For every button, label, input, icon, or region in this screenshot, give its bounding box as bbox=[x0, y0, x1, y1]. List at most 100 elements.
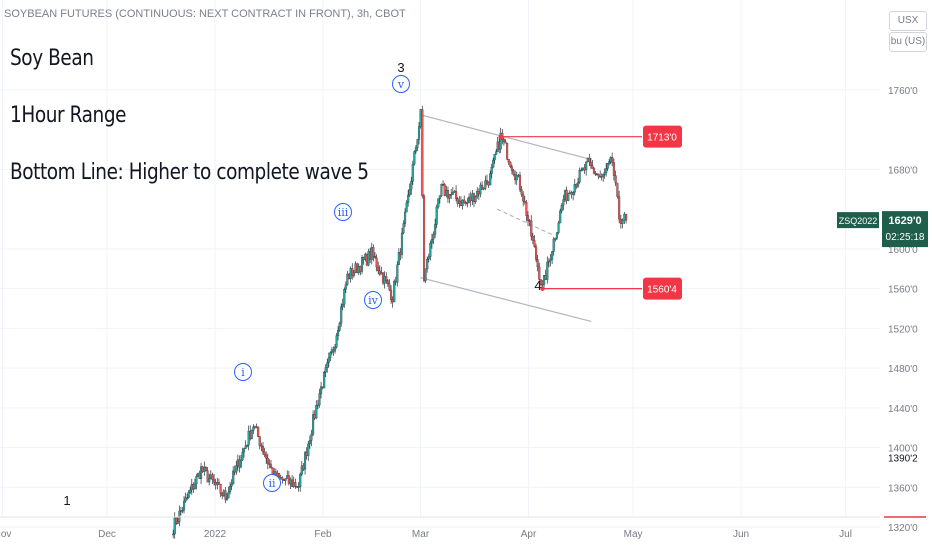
wave-label-iv: iv bbox=[368, 294, 379, 307]
high-callout-label: 1713'0 bbox=[647, 133, 677, 144]
candle-body bbox=[232, 470, 235, 485]
candle-body bbox=[625, 213, 628, 221]
high-callout-box bbox=[643, 125, 682, 148]
x-tick-label: May bbox=[624, 529, 643, 540]
candle-body bbox=[539, 279, 542, 285]
horizontal-price-lines: 1713'0 1560'4 bbox=[498, 125, 682, 300]
candle-body bbox=[541, 284, 544, 286]
y-tick-label: 1520'0 bbox=[888, 324, 918, 335]
candle-body bbox=[268, 463, 271, 465]
candle-body bbox=[335, 335, 338, 348]
candle-body bbox=[186, 497, 189, 499]
candle-body bbox=[200, 466, 203, 479]
candle-body bbox=[333, 346, 337, 352]
candle-body bbox=[605, 168, 608, 173]
candle-body bbox=[533, 240, 536, 247]
wave-circle-iv bbox=[364, 291, 382, 309]
candle-body bbox=[390, 289, 393, 300]
candle-body bbox=[474, 196, 477, 203]
candle-body bbox=[578, 170, 581, 183]
unit-button[interactable]: bu (US) bbox=[889, 32, 927, 52]
candle-body bbox=[294, 482, 297, 487]
candle-body bbox=[284, 478, 287, 481]
candle-body bbox=[372, 247, 375, 257]
candle-body bbox=[592, 168, 596, 174]
candle-body bbox=[492, 159, 495, 168]
candle-body bbox=[300, 465, 303, 475]
candle-body bbox=[530, 220, 533, 237]
candle-body bbox=[484, 180, 487, 189]
candle-body bbox=[619, 218, 622, 224]
candle-body bbox=[303, 452, 307, 470]
candle-body bbox=[525, 202, 528, 216]
x-tick-label: Mar bbox=[412, 529, 430, 540]
candle-body bbox=[560, 205, 563, 212]
candle-body bbox=[440, 183, 443, 196]
candle-body bbox=[557, 222, 560, 233]
candle-body bbox=[448, 194, 451, 199]
candle-body bbox=[396, 264, 399, 283]
candle-body bbox=[612, 162, 615, 176]
x-tick-label: Apr bbox=[521, 529, 537, 540]
candle-body bbox=[531, 236, 534, 241]
candle-body bbox=[182, 500, 186, 511]
candle-body bbox=[434, 224, 437, 235]
wave-circle-ii bbox=[263, 474, 281, 492]
candle-body bbox=[515, 175, 518, 181]
y-tick-label: 1760'0 bbox=[888, 86, 918, 97]
candle-body bbox=[385, 276, 388, 281]
candle-body bbox=[176, 521, 179, 524]
candle-body bbox=[600, 176, 603, 178]
x-tick-label: Nov bbox=[0, 529, 11, 540]
note-title: Soy Bean bbox=[10, 46, 94, 71]
candle-body bbox=[404, 211, 407, 224]
marker-price-label: 1390'2 bbox=[888, 453, 918, 464]
candle-body bbox=[538, 266, 541, 280]
candle-body bbox=[518, 174, 522, 190]
candle-body bbox=[360, 257, 364, 272]
wave-circle-i bbox=[234, 363, 252, 381]
candle-body bbox=[479, 184, 482, 195]
candle-body bbox=[341, 304, 344, 308]
candle-body bbox=[213, 479, 216, 483]
candle-body bbox=[554, 238, 557, 240]
candle-body bbox=[337, 330, 340, 336]
x-tick-label: Jul bbox=[839, 529, 852, 540]
candle-body bbox=[242, 448, 246, 453]
candle-body bbox=[352, 272, 355, 276]
candle-body bbox=[230, 483, 233, 487]
wave-label-4: 4 bbox=[534, 278, 541, 293]
candle-body bbox=[435, 206, 438, 225]
candle-body bbox=[466, 202, 469, 204]
candle-body bbox=[172, 533, 175, 536]
candle-body bbox=[451, 192, 454, 195]
candle-body bbox=[450, 194, 453, 196]
note-range: 1Hour Range bbox=[10, 103, 127, 128]
candle-body bbox=[323, 372, 326, 389]
candle-body bbox=[393, 280, 396, 303]
wave-label-1: 1 bbox=[63, 493, 70, 508]
candle-body bbox=[235, 465, 238, 473]
y-tick-label: 1600'0 bbox=[888, 245, 918, 256]
low-callout-box bbox=[643, 277, 682, 300]
currency-button[interactable]: USX bbox=[889, 11, 927, 31]
candle-body bbox=[269, 464, 273, 468]
candle-body bbox=[608, 161, 611, 164]
candle-body bbox=[432, 233, 435, 240]
candle-body bbox=[585, 161, 588, 171]
candle-body bbox=[510, 166, 513, 171]
candle-body bbox=[252, 426, 255, 431]
symbol-tag: ZSQ2022 bbox=[839, 216, 878, 226]
candle-body bbox=[594, 173, 597, 175]
candle-body bbox=[407, 194, 410, 204]
candle-body bbox=[329, 352, 332, 358]
candle-body bbox=[195, 475, 198, 485]
candle-body bbox=[455, 190, 458, 199]
candle-body bbox=[443, 184, 446, 196]
channel-line-2 bbox=[496, 208, 554, 236]
candle-body bbox=[318, 393, 321, 406]
candle-body bbox=[178, 510, 181, 522]
candle-body bbox=[307, 443, 310, 456]
bar-countdown: 02:25:18 bbox=[886, 232, 925, 243]
